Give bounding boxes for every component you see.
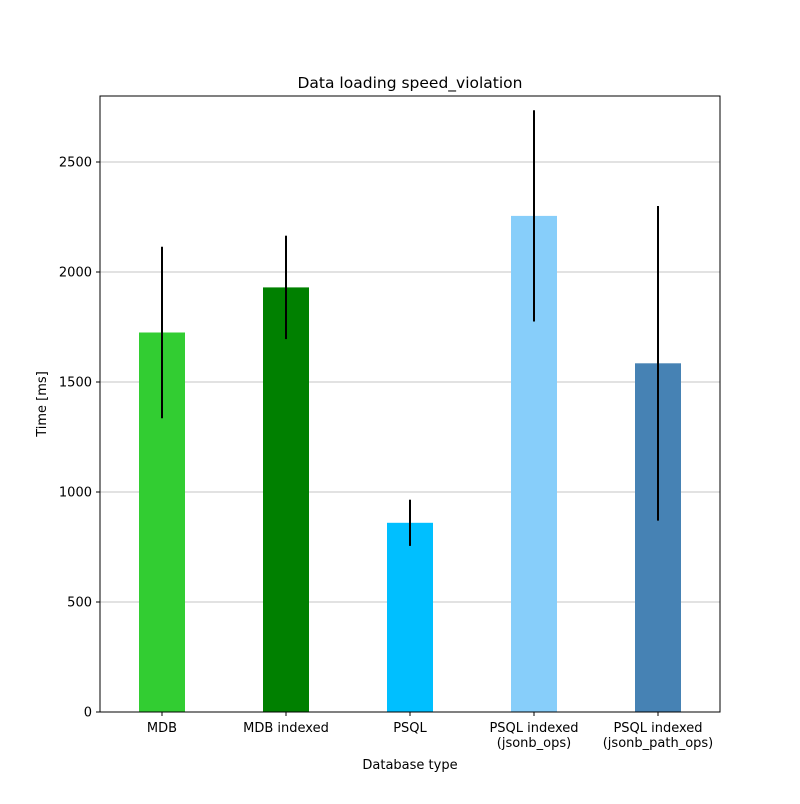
x-tick-label: PSQL indexed (jsonb_ops): [489, 721, 578, 751]
x-axis-title: Database type: [362, 758, 457, 773]
bar: [263, 287, 309, 712]
y-axis-title: Time [ms]: [35, 371, 50, 438]
y-tick-label: 0: [84, 706, 92, 721]
y-tick-label: 2500: [59, 156, 92, 171]
y-axis-ticks: 0 500 1000 1500 2000 2500: [59, 156, 100, 721]
error-bars: [161, 110, 659, 546]
x-tick-label: MDB: [147, 721, 177, 736]
grid-lines: [100, 161, 720, 603]
x-axis-ticks: MDB MDB indexed PSQL PSQL indexed (jsonb_ops…: [147, 712, 713, 751]
bar: [387, 522, 433, 712]
x-tick-label: PSQL indexed (jsonb_path_ops): [603, 721, 714, 751]
x-tick-label: MDB indexed: [243, 721, 329, 736]
y-tick-label: 2000: [59, 266, 92, 281]
y-tick-label: 1000: [59, 486, 92, 501]
y-tick-label: 1500: [59, 376, 92, 391]
bars: [139, 215, 681, 712]
y-tick-label: 500: [67, 596, 92, 611]
chart-title: Data loading speed_violation: [298, 74, 523, 93]
x-tick-label: PSQL: [393, 721, 427, 736]
